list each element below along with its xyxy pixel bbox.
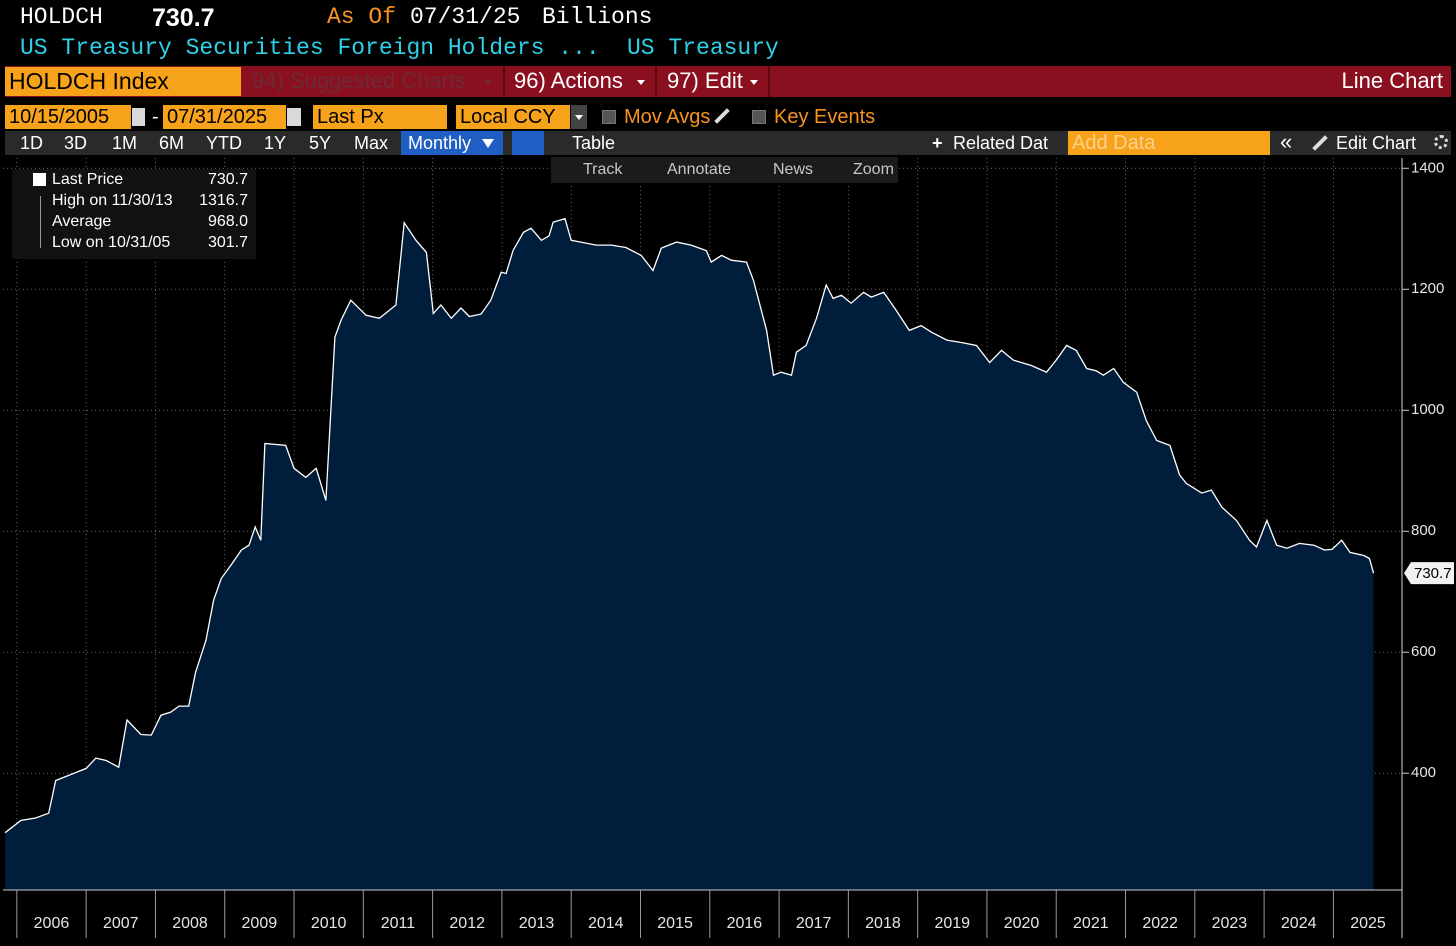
as-of-date: 07/31/25	[410, 4, 521, 30]
menu-edit[interactable]: 97) Edit	[667, 68, 743, 93]
units: Billions	[542, 4, 653, 30]
y-tick-label: 400	[1411, 764, 1436, 781]
calendar-icon[interactable]	[286, 107, 302, 127]
date-separator: -	[152, 106, 159, 128]
legend-value: 301.7	[207, 234, 248, 251]
related-data[interactable]: Related Dat	[953, 133, 1049, 153]
period-button[interactable]: 1D	[20, 133, 44, 153]
key-events[interactable]: Key Events	[774, 106, 876, 128]
ticker: HOLDCH	[20, 4, 103, 30]
x-tick-label: 2023	[1212, 915, 1248, 932]
collapse[interactable]: «	[1280, 129, 1293, 154]
add-data[interactable]: Add Data	[1068, 131, 1270, 155]
x-tick-label: 2021	[1073, 915, 1109, 932]
gear-icon[interactable]	[1434, 135, 1448, 149]
y-tick-label: 600	[1411, 643, 1436, 660]
y-tick-label: 800	[1411, 522, 1436, 539]
x-tick-label: 2022	[1142, 915, 1178, 932]
x-tick-label: 2010	[311, 915, 347, 932]
legend-label: Last Price	[52, 171, 124, 188]
x-tick-label: 2017	[796, 915, 832, 932]
legend-swatch	[33, 173, 46, 186]
legend	[12, 169, 256, 259]
frequency[interactable]: Monthly	[408, 133, 472, 153]
checkbox[interactable]	[752, 110, 766, 124]
x-tick-label: 2018	[865, 915, 901, 932]
checkbox[interactable]	[602, 110, 616, 124]
currency-select[interactable]: Local CCY	[456, 105, 570, 129]
x-tick-label: 2008	[172, 915, 208, 932]
legend-value: 1316.7	[199, 192, 248, 209]
menu-actions[interactable]: 96) Actions	[514, 68, 623, 93]
last-value-label: 730.7	[1414, 565, 1452, 582]
area	[5, 218, 1374, 890]
x-tick-label: 2025	[1350, 915, 1386, 932]
last-price: 730.7	[152, 4, 215, 32]
period-button[interactable]: 1Y	[264, 133, 287, 153]
menu-suggested[interactable]: 94) Suggested Charts	[252, 68, 467, 93]
start-date[interactable]: 10/15/2005	[5, 105, 131, 129]
mov-avgs[interactable]: Mov Avgs	[624, 106, 711, 128]
last-value-tag	[1404, 562, 1454, 585]
calendar-icon[interactable]	[131, 107, 146, 127]
source: US Treasury	[627, 35, 779, 61]
x-tick-label: 2024	[1281, 915, 1317, 932]
period-button[interactable]: 1M	[112, 133, 138, 153]
end-date[interactable]: 07/31/2025	[163, 105, 286, 129]
y-tick-label: 1000	[1411, 401, 1444, 418]
x-tick-label: 2011	[381, 915, 416, 932]
field-select[interactable]: Last Px	[313, 105, 447, 129]
as-of: As Of	[327, 4, 397, 30]
legend-label: High on 11/30/13	[52, 192, 173, 209]
y-tick-label: 1200	[1411, 280, 1444, 297]
x-tick-label: 2014	[588, 915, 624, 932]
description: US Treasury Securities Foreign Holders .…	[20, 35, 600, 61]
menu-bar	[5, 66, 1451, 97]
period-button[interactable]: 5Y	[309, 133, 332, 153]
security-field[interactable]: HOLDCH Index	[5, 67, 241, 96]
period-button[interactable]: Max	[354, 133, 389, 153]
x-tick-label: 2007	[103, 915, 139, 932]
period-button[interactable]: 6M	[159, 133, 185, 153]
tool-track[interactable]: Track	[583, 161, 623, 178]
legend-label: Low on 10/31/05	[52, 234, 171, 251]
tool-zoom[interactable]: Zoom	[853, 161, 894, 178]
edit-chart[interactable]: Edit Chart	[1336, 133, 1417, 153]
line	[4, 217, 1375, 834]
tool-bar	[551, 157, 898, 183]
x-tick-label: 2012	[449, 915, 485, 932]
chart-type[interactable]: Line Chart	[1341, 68, 1443, 93]
legend-label: Average	[52, 213, 112, 230]
period-button[interactable]: YTD	[206, 133, 242, 153]
y-tick-label: 1400	[1411, 159, 1444, 176]
legend-value: 968.0	[207, 213, 248, 230]
legend-value: 730.7	[207, 171, 248, 188]
x-tick-label: 2020	[1004, 915, 1040, 932]
x-tick-label: 2009	[242, 915, 278, 932]
chart-icon[interactable]	[512, 131, 544, 155]
x-tick-label: 2019	[934, 915, 970, 932]
tool-news[interactable]: News	[773, 161, 814, 178]
x-tick-label: 2013	[519, 915, 555, 932]
tool-annotate[interactable]: Annotate	[667, 161, 732, 178]
x-tick-label: 2016	[727, 915, 763, 932]
period-button[interactable]: 3D	[64, 133, 88, 153]
x-tick-label: 2015	[657, 915, 693, 932]
x-tick-label: 2006	[34, 915, 70, 932]
plus-icon: +	[932, 133, 943, 153]
table-tab[interactable]: Table	[572, 133, 616, 153]
